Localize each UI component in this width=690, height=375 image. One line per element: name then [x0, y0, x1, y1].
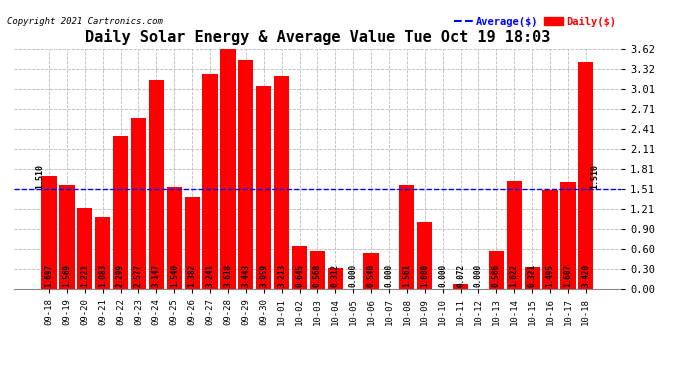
Text: 1.000: 1.000 [420, 264, 429, 287]
Text: 1.622: 1.622 [510, 264, 519, 287]
Bar [167, 187, 182, 289]
Bar [489, 251, 504, 289]
Text: 2.577: 2.577 [134, 264, 143, 287]
Text: 1.569: 1.569 [62, 264, 71, 287]
Text: 0.072: 0.072 [456, 264, 465, 287]
Text: 1.561: 1.561 [402, 264, 411, 287]
Text: 0.000: 0.000 [384, 264, 393, 287]
Bar [524, 267, 540, 289]
Bar [400, 185, 415, 289]
Bar [453, 284, 468, 289]
Text: 1.495: 1.495 [546, 264, 555, 287]
Text: 1.083: 1.083 [98, 264, 107, 287]
Text: 3.213: 3.213 [277, 264, 286, 287]
Bar [41, 176, 57, 289]
Text: 0.321: 0.321 [528, 264, 537, 287]
Text: 0.645: 0.645 [295, 264, 304, 287]
Bar [59, 185, 75, 289]
Text: 3.618: 3.618 [224, 264, 233, 287]
Text: 0.568: 0.568 [313, 264, 322, 287]
Bar [95, 217, 110, 289]
Bar [542, 190, 558, 289]
Text: 0.000: 0.000 [474, 264, 483, 287]
Bar [274, 76, 289, 289]
Text: 1.382: 1.382 [188, 264, 197, 287]
Bar [310, 251, 325, 289]
Bar [238, 60, 253, 289]
Bar [256, 86, 271, 289]
Text: 3.147: 3.147 [152, 264, 161, 287]
Legend: Average($), Daily($): Average($), Daily($) [454, 17, 615, 27]
Text: 1.510: 1.510 [36, 164, 45, 189]
Text: 3.241: 3.241 [206, 264, 215, 287]
Text: 3.059: 3.059 [259, 264, 268, 287]
Text: 1.510: 1.510 [590, 164, 599, 189]
Text: 3.420: 3.420 [581, 264, 591, 287]
Bar [578, 62, 593, 289]
Text: 0.000: 0.000 [438, 264, 447, 287]
Text: 1.697: 1.697 [44, 264, 54, 287]
Text: 0.000: 0.000 [348, 264, 357, 287]
Text: 0.566: 0.566 [492, 264, 501, 287]
Bar [202, 74, 217, 289]
Text: 0.312: 0.312 [331, 264, 339, 287]
Text: 1.540: 1.540 [170, 264, 179, 287]
Bar [364, 253, 379, 289]
Bar [560, 182, 575, 289]
Bar [131, 118, 146, 289]
Bar [220, 49, 235, 289]
Text: 2.299: 2.299 [116, 264, 125, 287]
Text: 3.443: 3.443 [241, 264, 250, 287]
Bar [184, 197, 199, 289]
Bar [149, 80, 164, 289]
Text: 0.540: 0.540 [366, 264, 375, 287]
Bar [77, 208, 92, 289]
Text: 1.607: 1.607 [564, 264, 573, 287]
Text: 1.221: 1.221 [80, 264, 89, 287]
Title: Daily Solar Energy & Average Value Tue Oct 19 18:03: Daily Solar Energy & Average Value Tue O… [85, 29, 550, 45]
Bar [506, 181, 522, 289]
Bar [113, 136, 128, 289]
Bar [417, 222, 433, 289]
Bar [328, 268, 343, 289]
Bar [292, 246, 307, 289]
Text: Copyright 2021 Cartronics.com: Copyright 2021 Cartronics.com [7, 17, 163, 26]
